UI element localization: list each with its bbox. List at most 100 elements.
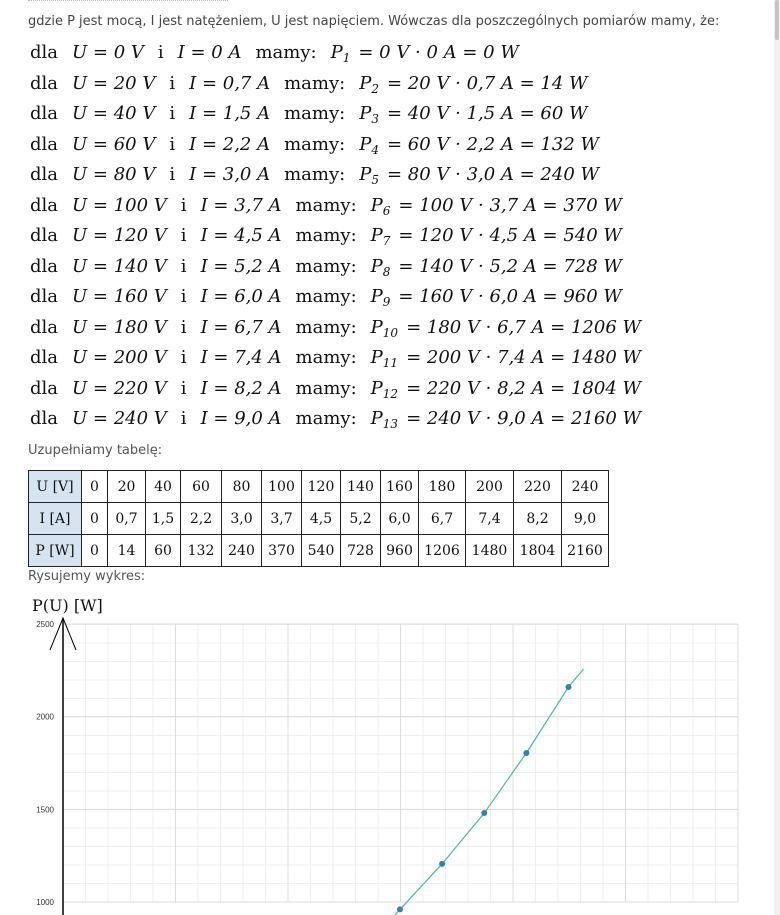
eq-result: = 140 V · 5,2 A = 728 W (398, 255, 622, 277)
eq-voltage: U = 80 V (72, 164, 156, 185)
eq-power-index: 1 (342, 51, 351, 65)
eq-current: I = 3,0 A (189, 164, 271, 185)
eq-result: = 60 V · 2,2 A = 132 W (386, 133, 600, 155)
equation-row: dla U = 140 V i I = 5,2 A mamy: P8 = 140 V · 5… (30, 252, 622, 282)
eq-and: i (157, 42, 164, 63)
eq-current: I = 7,4 A (200, 347, 282, 368)
eq-mamy: mamy: (284, 133, 346, 155)
eq-power-index: 11 (382, 356, 399, 370)
data-point (523, 749, 530, 756)
eq-mamy: mamy: (284, 72, 346, 94)
table-cell: 60 (180, 470, 222, 503)
table-cell: 370 (261, 534, 302, 567)
y-tick-label: 1500 (36, 805, 54, 814)
eq-dla: dla (30, 408, 59, 429)
table-cell: 6,0 (380, 502, 419, 535)
equation-row: dla U = 0 V i I = 0 A mamy: P1 = 0 V · 0 A = 0… (30, 38, 519, 68)
eq-and: i (169, 133, 176, 155)
table-cell: 100 (261, 470, 302, 503)
eq-mamy: mamy: (295, 194, 357, 216)
eq-and: i (169, 164, 176, 185)
eq-power-index: 12 (382, 386, 399, 401)
row-header: I [A] (28, 502, 82, 535)
table-cell: 240 (221, 534, 262, 567)
eq-and: i (180, 347, 187, 368)
table-cell: 240 (561, 470, 609, 503)
eq-power-symbol: P (370, 316, 383, 338)
eq-dla: dla (30, 103, 59, 124)
eq-power-index: 2 (371, 81, 379, 96)
data-point (439, 860, 446, 867)
table-row: I [A] 0 0,7 1,5 2,2 3,0 3,7 4,5 5,2 6,0 6,7 7,4 8,2 9… (28, 502, 609, 535)
eq-power-index: 5 (371, 173, 379, 187)
eq-dla: dla (30, 316, 59, 338)
eq-power-index: 8 (382, 264, 391, 279)
eq-current: I = 8,2 A (200, 377, 282, 399)
data-point (481, 810, 488, 817)
y-tick-label: 2000 (36, 713, 54, 722)
eq-power-symbol: P (359, 72, 372, 94)
eq-power-index: 3 (371, 112, 379, 126)
table-cell: 728 (340, 534, 381, 567)
eq-and: i (180, 286, 187, 307)
eq-voltage: U = 20 V (72, 72, 156, 94)
eq-power-symbol: P (359, 133, 372, 155)
table-cell: 20 (107, 470, 146, 503)
eq-mamy: mamy: (284, 164, 346, 185)
eq-dla: dla (30, 42, 59, 63)
table-cell: 220 (513, 470, 562, 503)
eq-power-symbol: P (370, 194, 383, 216)
table-cell: 960 (380, 534, 419, 567)
eq-power-symbol: P (359, 103, 372, 124)
table-cell: 120 (301, 470, 341, 503)
eq-voltage: U = 220 V (72, 377, 167, 399)
table-cell: 132 (180, 534, 222, 567)
eq-dla: dla (30, 377, 59, 399)
eq-voltage: U = 160 V (72, 286, 167, 307)
eq-dla: dla (30, 164, 59, 185)
eq-power-symbol: P (359, 164, 372, 185)
eq-voltage: U = 180 V (72, 316, 167, 338)
eq-mamy: mamy: (284, 103, 346, 124)
eq-mamy: mamy: (295, 255, 357, 277)
equation-row: dla U = 20 V i I = 0,7 A mamy: P2 = 20 V · 0,7… (30, 69, 588, 99)
eq-power-symbol: P (330, 42, 343, 63)
eq-dla: dla (30, 255, 59, 277)
table-label: Uzupełniamy tabelę: (28, 443, 163, 458)
eq-and: i (180, 255, 187, 277)
table-cell: 1480 (465, 534, 514, 567)
table-cell: 140 (340, 470, 381, 503)
eq-dla: dla (30, 347, 59, 368)
table-cell: 60 (145, 534, 181, 567)
scrollbar-thumb[interactable] (775, 0, 779, 40)
eq-result: = 0 V · 0 A = 0 W (358, 42, 519, 63)
y-tick-label: 1000 (36, 898, 54, 907)
eq-mamy: mamy: (295, 377, 357, 399)
y-axis-arrow (49, 616, 77, 651)
table-cell: 6,7 (418, 502, 466, 535)
eq-power-symbol: P (370, 377, 383, 399)
eq-current: I = 4,5 A (200, 225, 282, 246)
table-cell: 80 (221, 470, 262, 503)
eq-power-symbol: P (370, 408, 383, 429)
eq-result: = 20 V · 0,7 A = 14 W (386, 72, 588, 94)
table-cell: 8,2 (513, 502, 562, 535)
eq-result: = 120 V · 4,5 A = 540 W (398, 225, 622, 246)
eq-mamy: mamy: (295, 316, 357, 338)
equation-row: dla U = 180 V i I = 6,7 A mamy: P10 = 180 V · … (30, 313, 641, 343)
table-cell: 160 (380, 470, 419, 503)
eq-power-index: 9 (382, 295, 391, 309)
eq-and: i (169, 72, 176, 94)
equation-row: dla U = 80 V i I = 3,0 A mamy: P5 = 80 V · 3,0… (30, 160, 599, 190)
table-cell: 2,2 (180, 502, 222, 535)
table-cell: 3,0 (221, 502, 262, 535)
eq-current: I = 5,2 A (200, 255, 282, 277)
scrollbar[interactable] (774, 0, 780, 915)
eq-current: I = 0 A (177, 42, 242, 63)
eq-mamy: mamy: (295, 347, 357, 368)
eq-result: = 240 V · 9,0 A = 2160 W (406, 408, 642, 429)
table-cell: 5,2 (340, 502, 381, 535)
eq-dla: dla (30, 286, 59, 307)
eq-mamy: mamy: (295, 286, 357, 307)
eq-power-index: 4 (371, 142, 379, 157)
